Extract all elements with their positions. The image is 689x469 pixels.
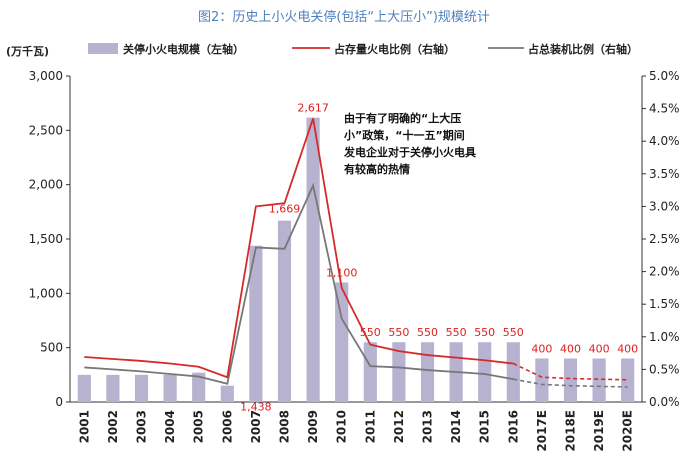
bar-data-label: 550	[446, 326, 467, 339]
x-tick-label: 2011	[363, 410, 377, 443]
bar	[134, 374, 149, 402]
bar	[535, 358, 549, 402]
gray-line-dashed	[513, 378, 628, 388]
x-tick-label: 2015	[478, 410, 492, 443]
right-tick-label: 3.5%	[649, 167, 680, 181]
annotation-line-3: 发电企业对于关停小火电具	[343, 145, 476, 159]
right-tick-label: 2.5%	[649, 232, 680, 246]
legend: 关停小火电规模（左轴） 占存量火电比例（右轴） 占总装机比例（右轴）	[88, 42, 638, 56]
bar	[306, 117, 320, 403]
bar-data-label: 400	[617, 343, 638, 356]
left-tick-label: 1,500	[29, 232, 63, 246]
bar	[563, 358, 578, 402]
right-tick-label: 2.0%	[649, 265, 680, 279]
x-tick-label: 2009	[306, 410, 320, 443]
bar	[277, 220, 292, 402]
bar-data-label: 400	[560, 343, 581, 356]
bar	[163, 374, 177, 402]
red-line-solid	[84, 118, 514, 379]
bar	[77, 374, 91, 402]
bar	[478, 342, 492, 402]
left-tick-label: 2,500	[29, 123, 63, 137]
left-tick-label: 0	[55, 395, 63, 409]
gray-line-solid	[84, 182, 514, 385]
left-tick-label: 3,000	[29, 69, 63, 83]
right-tick-label: 4.0%	[649, 134, 680, 148]
bar	[220, 385, 234, 402]
bar	[249, 245, 263, 402]
legend-swatch-bar	[88, 43, 118, 54]
right-tick-label: 5.0%	[649, 69, 680, 83]
bar-data-label: 400	[589, 343, 610, 356]
bar-data-label: 550	[388, 326, 409, 339]
x-tick-label: 2005	[192, 410, 206, 443]
bar-data-label: 1,438	[240, 401, 272, 414]
bar	[192, 372, 206, 402]
x-tick-label: 2019E	[592, 410, 606, 452]
annotation-line-1: 由于有了明确的“上大压	[344, 111, 461, 125]
right-tick-label: 0.0%	[649, 395, 680, 409]
x-tick-label: 2006	[220, 410, 234, 443]
right-tick-label: 4.5%	[649, 102, 680, 116]
bar-data-label: 400	[531, 343, 552, 356]
bar-data-label: 2,617	[297, 102, 329, 115]
x-tick-label: 2018E	[564, 410, 578, 452]
x-tick-label: 2014	[449, 410, 463, 443]
bar	[392, 342, 406, 402]
legend-label-gray-line: 占总装机比例（右轴）	[528, 42, 638, 56]
left-tick-label: 2,000	[29, 178, 63, 192]
bar	[592, 358, 606, 402]
bar	[506, 342, 520, 402]
bar-data-label: 550	[417, 326, 438, 339]
x-tick-label: 2008	[278, 410, 292, 443]
legend-label-bar: 关停小火电规模（左轴）	[123, 42, 244, 56]
x-tick-label: 2020E	[621, 410, 635, 452]
x-tick-label: 2017E	[535, 410, 549, 452]
bar	[335, 282, 349, 402]
plot-area: 0 500 1,000 1,500 2,000 2,500 3,000 0.0% 0.5% 1.0…	[29, 69, 680, 452]
right-tick-label: 1.0%	[649, 330, 680, 344]
x-tick-label: 2012	[392, 410, 406, 443]
x-tick-label: 2001	[77, 410, 91, 443]
right-tick-label: 1.5%	[649, 297, 680, 311]
bar-data-label: 550	[360, 326, 381, 339]
x-tick-label: 2007	[249, 410, 263, 443]
page-title: 图2：历史上小火电关停(包括“上大压小”)规模统计	[198, 9, 490, 25]
bar-data-label: 1,669	[269, 203, 301, 216]
bar-data-label: 550	[474, 326, 495, 339]
right-tick-label: 0.5%	[649, 362, 680, 376]
bar	[420, 342, 435, 402]
bar	[106, 374, 120, 402]
left-axis-unit: (万千瓦)	[6, 44, 49, 58]
x-tick-label: 2016	[506, 410, 520, 443]
x-tick-label: 2003	[135, 410, 149, 443]
annotation-line-4: 有较高的热情	[344, 162, 410, 176]
left-tick-label: 500	[40, 341, 63, 355]
legend-label-red-line: 占存量火电比例（右轴）	[334, 42, 455, 56]
bar-data-label: 550	[503, 326, 524, 339]
bar	[621, 358, 635, 402]
x-tick-label: 2002	[106, 410, 120, 443]
bar	[363, 342, 377, 402]
left-tick-label: 1,000	[29, 286, 63, 300]
red-line-dashed	[512, 362, 628, 381]
x-tick-label: 2013	[421, 410, 435, 443]
x-tick-label: 2010	[335, 410, 349, 443]
x-tick-label: 2004	[163, 410, 177, 443]
bar-data-label: 1,100	[326, 266, 358, 279]
right-tick-label: 3.0%	[649, 199, 680, 213]
annotation-line-2: 小”政策，“十一五”期间	[343, 128, 465, 142]
